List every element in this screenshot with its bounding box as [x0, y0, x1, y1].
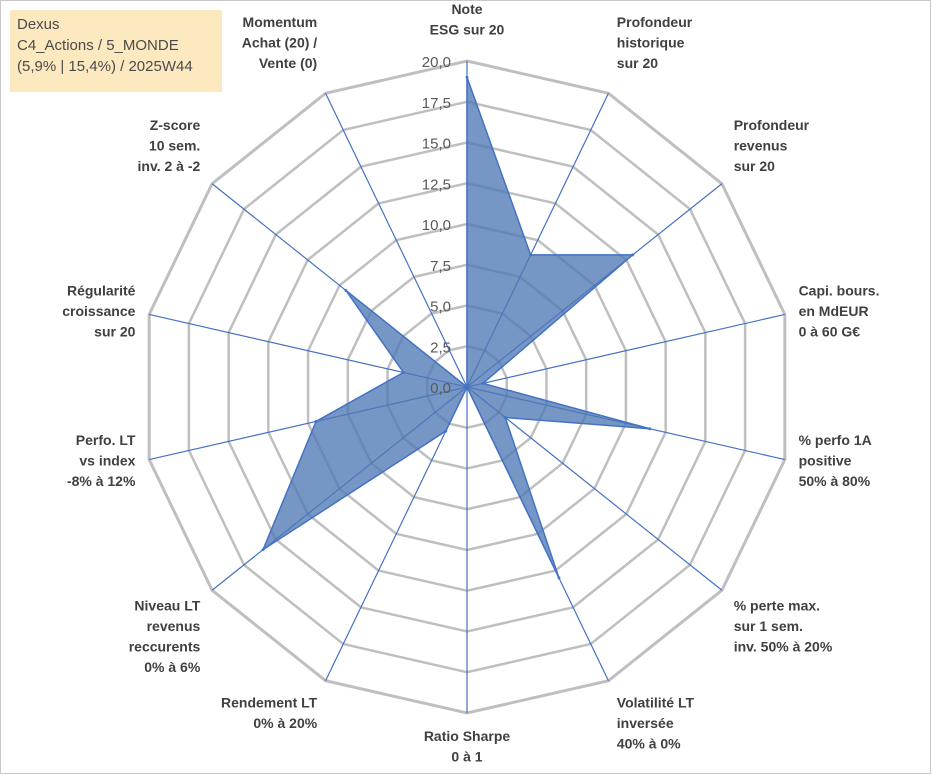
- data-point: [314, 419, 318, 423]
- axis-label: Régularité croissance sur 20: [62, 282, 135, 339]
- axis-label-line: sur 20: [94, 323, 135, 339]
- axis-label-line: -8% à 12%: [67, 473, 136, 489]
- axis-label-line: vs index: [79, 453, 135, 469]
- data-point: [503, 415, 507, 419]
- axis-label-line: Profondeur: [734, 117, 810, 133]
- series-area: [261, 77, 650, 579]
- tick-label: 15,0: [422, 136, 451, 153]
- axis-label-line: historique: [617, 34, 685, 50]
- info-stats: (5,9% | 15,4%) / 2025W44: [17, 58, 193, 75]
- axis-label: Z-score 10 sem. inv. 2 à -2: [138, 117, 201, 174]
- data-point: [344, 288, 348, 292]
- axis-label: Profondeur revenus sur 20: [734, 117, 810, 174]
- axis-label-line: 50% à 80%: [799, 473, 871, 489]
- data-point: [444, 429, 448, 433]
- data-point: [557, 576, 561, 580]
- axis-label: Ratio Sharpe 0 à 1: [424, 728, 511, 765]
- axis-label: Profondeur historique sur 20: [617, 14, 693, 71]
- axis-label-line: Perfo. LT: [76, 432, 136, 448]
- axis-label: Capi. bours. en MdEUR 0 à 60 G€: [799, 282, 880, 339]
- axis-label-line: sur 1 sem.: [734, 618, 803, 634]
- axis-label-line: Volatilité LT: [617, 695, 695, 711]
- data-point: [465, 75, 469, 79]
- info-title: Dexus: [17, 16, 60, 33]
- axis-spoke: [325, 93, 468, 388]
- axis-label: Volatilité LT inversée 40% à 0%: [617, 695, 695, 752]
- axis-label-line: Régularité: [67, 282, 136, 298]
- axis-label-line: inversée: [617, 715, 674, 731]
- axis-label-line: Achat (20) /: [242, 34, 318, 50]
- data-point: [631, 253, 635, 257]
- axis-label-line: Z-score: [150, 117, 201, 133]
- axis-spoke: [325, 386, 468, 681]
- axis-label-line: reccurents: [129, 638, 201, 654]
- axis-label-line: Niveau LT: [134, 597, 200, 613]
- axis-label: Note ESG sur 20: [430, 1, 505, 38]
- axis-spoke: [466, 313, 785, 388]
- data-point: [648, 427, 652, 431]
- axis-label-line: 10 sem.: [149, 138, 200, 154]
- axis-label-line: inv. 50% à 20%: [734, 638, 833, 654]
- axis-label-line: Profondeur: [617, 14, 693, 30]
- axis-label-line: Momentum: [243, 14, 318, 30]
- axis-label-line: sur 20: [617, 55, 658, 71]
- data-point: [465, 385, 469, 389]
- axis-label-line: Vente (0): [259, 55, 317, 71]
- tick-label: 10,0: [422, 217, 451, 234]
- tick-label: 12,5: [422, 176, 451, 193]
- axis-label-line: % perte max.: [734, 597, 820, 613]
- info-category: C4_Actions / 5_MONDE: [17, 37, 179, 54]
- axis-label: Niveau LT revenus reccurents 0% à 6%: [129, 597, 201, 675]
- axis-label-line: revenus: [147, 618, 201, 634]
- axis-label-line: Rendement LT: [221, 695, 318, 711]
- axis-label-line: croissance: [62, 303, 135, 319]
- axis-label: Momentum Achat (20) / Vente (0): [242, 14, 318, 71]
- axis-label-line: Ratio Sharpe: [424, 728, 511, 744]
- axis-label: Rendement LT 0% à 20%: [221, 695, 318, 732]
- axis-label-line: en MdEUR: [799, 303, 869, 319]
- axis-label-line: positive: [799, 453, 852, 469]
- axis-label-line: 0% à 20%: [253, 715, 317, 731]
- tick-label: 7,5: [430, 258, 451, 275]
- tick-label: 0,0: [430, 380, 451, 397]
- tick-label: 20,0: [422, 54, 451, 71]
- axis-label: % perte max. sur 1 sem. inv. 50% à 20%: [734, 597, 833, 654]
- tick-label: 2,5: [430, 339, 451, 356]
- data-point: [481, 381, 485, 385]
- axis-spoke: [466, 386, 723, 591]
- axis-label: % perfo 1A positive 50% à 80%: [799, 432, 872, 489]
- axis-label-line: % perfo 1A: [799, 432, 872, 448]
- axis-label-line: 40% à 0%: [617, 736, 681, 752]
- axis-label: Perfo. LT vs index -8% à 12%: [67, 432, 136, 489]
- axis-label-line: revenus: [734, 138, 788, 154]
- data-point: [529, 253, 533, 257]
- axis-label-line: sur 20: [734, 158, 775, 174]
- tick-label: 17,5: [422, 95, 451, 112]
- data-point: [261, 548, 265, 552]
- axis-label-line: 0 à 60 G€: [799, 323, 861, 339]
- axis-label-line: ESG sur 20: [430, 22, 505, 38]
- axis-label-line: 0% à 6%: [144, 659, 201, 675]
- axis-label-line: Note: [451, 1, 482, 17]
- axis-label-line: inv. 2 à -2: [138, 158, 201, 174]
- info-box: Dexus C4_Actions / 5_MONDE (5,9% | 15,4%…: [10, 10, 222, 92]
- axis-label-line: Capi. bours.: [799, 282, 880, 298]
- axis-label-line: 0 à 1: [451, 749, 482, 765]
- tick-label: 5,0: [430, 299, 451, 316]
- data-point: [401, 370, 405, 374]
